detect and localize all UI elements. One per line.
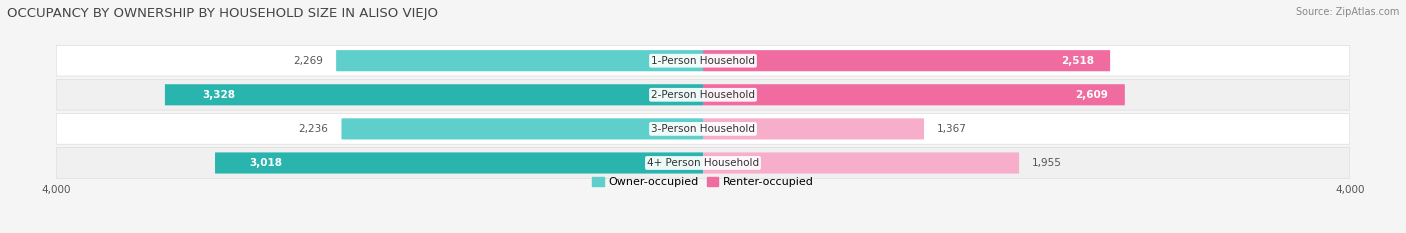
Text: 2,269: 2,269 — [294, 56, 323, 66]
Text: 2,609: 2,609 — [1076, 90, 1108, 100]
FancyBboxPatch shape — [56, 148, 1350, 178]
Text: OCCUPANCY BY OWNERSHIP BY HOUSEHOLD SIZE IN ALISO VIEJO: OCCUPANCY BY OWNERSHIP BY HOUSEHOLD SIZE… — [7, 7, 439, 20]
Text: 3,328: 3,328 — [202, 90, 236, 100]
Text: 2,518: 2,518 — [1062, 56, 1094, 66]
Text: 4+ Person Household: 4+ Person Household — [647, 158, 759, 168]
FancyBboxPatch shape — [703, 118, 924, 140]
Text: 3,018: 3,018 — [249, 158, 283, 168]
FancyBboxPatch shape — [215, 152, 703, 174]
Legend: Owner-occupied, Renter-occupied: Owner-occupied, Renter-occupied — [592, 177, 814, 187]
FancyBboxPatch shape — [165, 84, 703, 105]
Text: 2,236: 2,236 — [298, 124, 329, 134]
FancyBboxPatch shape — [703, 84, 1125, 105]
FancyBboxPatch shape — [703, 50, 1111, 71]
FancyBboxPatch shape — [56, 79, 1350, 110]
Text: 2-Person Household: 2-Person Household — [651, 90, 755, 100]
Text: 1-Person Household: 1-Person Household — [651, 56, 755, 66]
FancyBboxPatch shape — [56, 45, 1350, 76]
FancyBboxPatch shape — [56, 113, 1350, 144]
FancyBboxPatch shape — [342, 118, 703, 140]
Text: 1,955: 1,955 — [1032, 158, 1062, 168]
FancyBboxPatch shape — [336, 50, 703, 71]
Text: 3-Person Household: 3-Person Household — [651, 124, 755, 134]
Text: 1,367: 1,367 — [936, 124, 967, 134]
FancyBboxPatch shape — [703, 152, 1019, 174]
Text: Source: ZipAtlas.com: Source: ZipAtlas.com — [1295, 7, 1399, 17]
